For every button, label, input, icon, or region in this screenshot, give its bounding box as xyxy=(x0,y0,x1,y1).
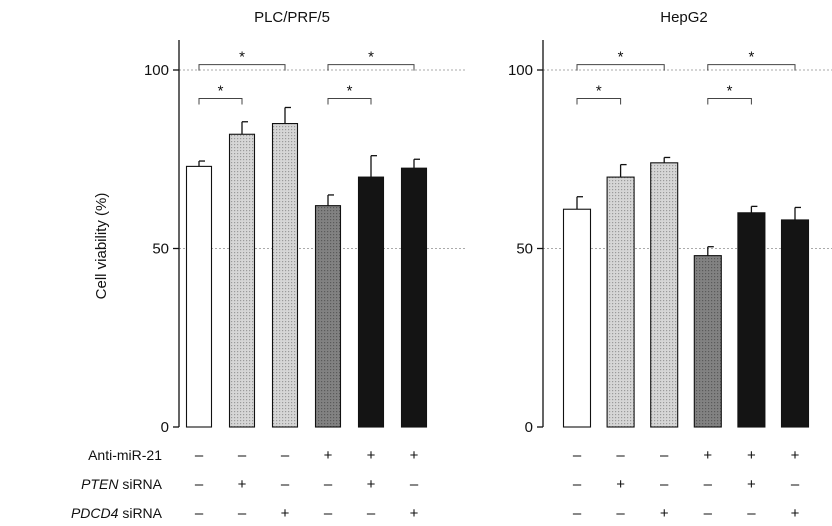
significance-star: * xyxy=(368,49,374,66)
condition-sign: – xyxy=(704,505,713,522)
condition-sign: + xyxy=(324,447,333,464)
row-label-pdcd4-sirna: PDCD4 siRNA xyxy=(71,505,163,521)
bar xyxy=(780,219,810,428)
panel-hepg2: HepG2 0 50 100 * * * * xyxy=(508,9,832,436)
condition-sign: – xyxy=(410,476,419,493)
condition-signs: – – – + + + – + – – + – – – + – – + – – – + + + – + – – + – – – + – – + xyxy=(195,447,800,522)
condition-sign: – xyxy=(238,447,247,464)
condition-sign: – xyxy=(616,447,625,464)
condition-sign: – xyxy=(573,505,582,522)
condition-sign: + xyxy=(410,447,419,464)
significance-star: * xyxy=(218,83,224,100)
condition-sign: + xyxy=(281,505,290,522)
condition-sign: – xyxy=(367,505,376,522)
y-tick-label: 100 xyxy=(508,62,533,79)
condition-sign: + xyxy=(703,447,712,464)
bar xyxy=(737,212,766,428)
condition-sign: – xyxy=(660,447,669,464)
row-label-pten-sirna: PTEN siRNA xyxy=(81,476,163,492)
significance-star: * xyxy=(618,49,624,66)
significance-bracket xyxy=(576,64,665,71)
significance-bracket xyxy=(707,64,796,71)
condition-sign: – xyxy=(195,447,204,464)
bar xyxy=(650,162,679,428)
significance-star: * xyxy=(748,49,754,66)
panel-title: HepG2 xyxy=(660,9,708,26)
condition-sign: + xyxy=(747,476,756,493)
significance-bracket xyxy=(327,64,415,71)
condition-sign: + xyxy=(367,447,376,464)
significance-bracket xyxy=(327,98,372,105)
condition-sign: – xyxy=(573,476,582,493)
significance-star: * xyxy=(727,83,733,100)
condition-sign: – xyxy=(324,505,333,522)
bar xyxy=(271,123,299,428)
y-axis-label: Cell viability (%) xyxy=(93,193,110,300)
condition-sign: + xyxy=(238,476,247,493)
condition-sign: + xyxy=(616,476,625,493)
significance-bracket xyxy=(576,98,622,105)
y-tick-label: 0 xyxy=(161,419,169,436)
condition-sign: + xyxy=(791,505,800,522)
condition-sign: – xyxy=(616,505,625,522)
significance-bracket xyxy=(198,98,243,105)
y-tick-label: 0 xyxy=(525,419,533,436)
condition-sign: + xyxy=(791,447,800,464)
condition-sign: – xyxy=(747,505,756,522)
condition-sign: + xyxy=(660,505,669,522)
panel-title: PLC/PRF/5 xyxy=(254,9,330,26)
condition-table: Anti-miR-21 PTEN siRNA PDCD4 siRNA – – – + +… xyxy=(71,447,800,522)
condition-sign: – xyxy=(573,447,582,464)
condition-sign: + xyxy=(747,447,756,464)
condition-sign: + xyxy=(410,505,419,522)
bar xyxy=(357,176,385,428)
chart-marks: 0 50 100 * * * * xyxy=(144,40,465,436)
significance-bracket xyxy=(707,98,752,105)
condition-sign: – xyxy=(324,476,333,493)
bar xyxy=(400,167,428,428)
panel-plc-prf-5: PLC/PRF/5 Cell viability (%) 0 50 100 * * * * xyxy=(93,9,465,436)
condition-sign: – xyxy=(238,505,247,522)
condition-sign: – xyxy=(704,476,713,493)
condition-sign: – xyxy=(660,476,669,493)
condition-sign: – xyxy=(195,505,204,522)
bar xyxy=(606,176,635,428)
significance-star: * xyxy=(596,83,602,100)
significance-star: * xyxy=(347,83,353,100)
bar xyxy=(314,205,342,428)
row-label-anti-mir-21: Anti-miR-21 xyxy=(88,447,162,463)
bar xyxy=(562,208,592,428)
bar xyxy=(228,133,256,428)
bar xyxy=(693,255,722,428)
condition-sign: + xyxy=(367,476,376,493)
condition-sign: – xyxy=(195,476,204,493)
y-tick-label: 100 xyxy=(144,62,169,79)
y-tick-label: 50 xyxy=(152,241,169,258)
y-tick-label: 50 xyxy=(516,241,533,258)
condition-sign: – xyxy=(791,476,800,493)
condition-sign: – xyxy=(281,447,290,464)
bar xyxy=(185,165,213,428)
condition-sign: – xyxy=(281,476,290,493)
significance-bracket xyxy=(198,64,286,71)
significance-star: * xyxy=(239,49,245,66)
chart-marks: 0 50 100 * * * * xyxy=(508,40,832,436)
